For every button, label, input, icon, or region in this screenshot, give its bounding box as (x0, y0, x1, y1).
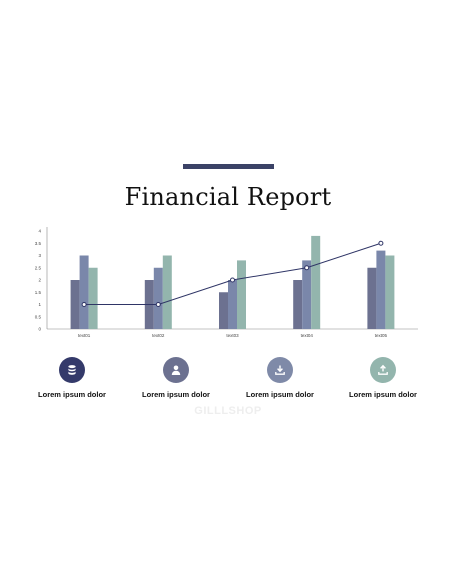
bar (293, 280, 303, 329)
feature-label: Lorem ipsum dolor (246, 390, 314, 399)
line-point (155, 302, 161, 307)
x-tick-label: text03 (226, 333, 239, 338)
upload-icon (378, 364, 388, 375)
y-tick-label: 3 (38, 253, 41, 258)
y-tick-label: 3.5 (35, 241, 42, 246)
accent-bar (183, 164, 274, 169)
bar (88, 267, 98, 329)
feature-user: Lorem ipsum dolor (121, 357, 231, 399)
page-title: Financial Report (124, 183, 332, 211)
upload-icon-circle (370, 357, 396, 383)
bar (311, 235, 321, 329)
feature-label: Lorem ipsum dolor (38, 390, 106, 399)
bar (228, 280, 237, 329)
bar (302, 260, 312, 329)
bar (153, 267, 163, 329)
line-point (378, 240, 384, 246)
bar (376, 250, 386, 329)
x-tick-label: text05 (375, 333, 388, 338)
feature-label: Lorem ipsum dolor (142, 390, 210, 399)
database-icon (68, 365, 76, 375)
y-tick-label: 4 (38, 229, 41, 234)
line-point (230, 277, 235, 283)
user-icon-circle (163, 357, 189, 383)
feature-upload: Lorem ipsum dolor (328, 357, 438, 399)
feature-download: Lorem ipsum dolor (225, 357, 335, 399)
bar (367, 267, 377, 329)
bar (162, 255, 172, 329)
user-icon (171, 365, 181, 375)
y-tick-label: 1 (38, 302, 41, 307)
feature-database: Lorem ipsum dolor (17, 357, 127, 399)
bar (219, 292, 228, 329)
x-tick-label: text01 (78, 333, 91, 338)
line-point (81, 302, 87, 307)
x-tick-label: text02 (152, 333, 165, 338)
bar (237, 260, 246, 329)
y-tick-label: 2.5 (35, 265, 42, 270)
y-tick-label: 2 (38, 278, 41, 283)
y-tick-label: 0 (38, 327, 41, 332)
bar (385, 255, 395, 329)
y-tick-label: 1.5 (35, 290, 42, 295)
feature-label: Lorem ipsum dolor (349, 390, 417, 399)
download-icon (275, 365, 285, 375)
watermark: GILLLSHOP (194, 405, 262, 417)
bar (79, 255, 89, 329)
line-point (304, 265, 310, 271)
database-icon-circle (59, 357, 85, 383)
bar (70, 280, 80, 329)
x-tick-label: text04 (301, 333, 314, 338)
download-icon-circle (267, 357, 293, 383)
y-tick-label: 0.5 (35, 314, 42, 319)
